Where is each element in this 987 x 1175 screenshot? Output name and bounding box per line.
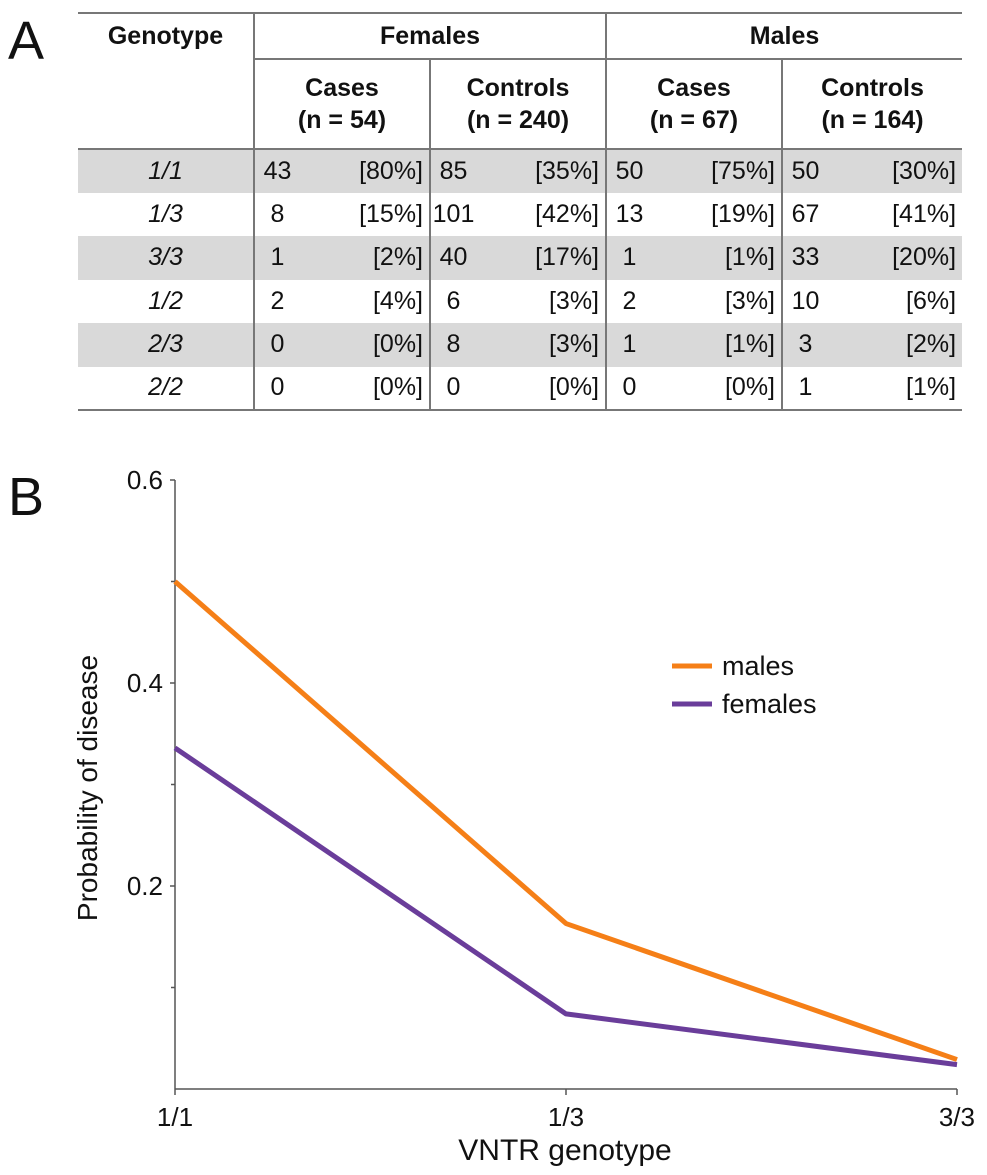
female-controls-label: Controls: [466, 74, 570, 102]
count-cell: 2: [253, 279, 300, 323]
percent-cell: [1%]: [828, 366, 963, 411]
percent-cell: [3%]: [476, 323, 606, 367]
percent-cell: [1%]: [652, 323, 782, 367]
table-row: 3/3 1 [2%] 40 [17%] 1 [1%] 33 [20%]: [78, 236, 963, 280]
female-cases-n: (n = 54): [297, 106, 387, 134]
percent-cell: [19%]: [711, 199, 775, 228]
count-cell: 1: [605, 236, 652, 280]
count-cell: 2: [605, 279, 652, 323]
females-group-header: Females: [253, 12, 606, 60]
percent-cell: [2%]: [300, 236, 430, 280]
genotype-cell: 1/3: [148, 199, 183, 228]
genotype-cell: 3/3: [78, 236, 254, 280]
male-controls-label: Controls: [821, 74, 924, 102]
females-legend-label: females: [722, 689, 817, 719]
percent-cell: [0%]: [300, 323, 430, 367]
males-series-line: [173, 579, 958, 1062]
count-cell: 50: [605, 148, 652, 193]
genotype-table: Genotype Females Males Cases (n = 54) Co…: [78, 12, 963, 411]
female-cases-header: Cases (n = 54): [253, 59, 430, 149]
table-row: 2/2 0 [0%] 0 [0%] 0 [0%] 1 [1%]: [78, 366, 963, 411]
percent-cell: [75%]: [652, 148, 782, 193]
males-legend-label: males: [722, 651, 794, 681]
genotype-cell: 2/3: [78, 323, 254, 367]
male-controls-header: Controls (n = 164): [780, 59, 963, 149]
percent-cell: [0%]: [300, 366, 430, 411]
count-cell: 13: [605, 192, 652, 236]
count-cell: 101: [429, 192, 476, 236]
male-cases-label: Cases: [657, 74, 731, 102]
probability-line-chart: 0.2 0.4 0.6 1/1 1/3 3/3 males females Probabi…: [72, 465, 975, 1167]
percent-cell: [80%]: [300, 148, 430, 193]
x-axis: 1/1 1/3 3/3: [157, 1088, 975, 1132]
count-cell: 0: [605, 366, 652, 411]
count-cell: 50: [781, 148, 828, 193]
count-cell: 1: [605, 323, 652, 367]
count-cell: 3: [781, 323, 828, 367]
count-cell: 8: [253, 192, 300, 236]
y-axis: 0.2 0.4 0.6: [127, 465, 176, 1089]
percent-cell: [35%]: [476, 148, 606, 193]
table-row: 2/3 0 [0%] 8 [3%] 1 [1%] 3 [2%]: [78, 323, 963, 367]
chart-legend: males females: [672, 651, 817, 719]
count-cell: 67: [781, 192, 828, 236]
percent-cell: [20%]: [828, 236, 963, 280]
percent-cell: [41%]: [892, 199, 957, 228]
count-cell: 8: [429, 323, 476, 367]
x-tick-label: 3/3: [939, 1102, 975, 1132]
percent-cell: [17%]: [476, 236, 606, 280]
percent-cell: [4%]: [372, 286, 423, 315]
genotype-cell: 1/2: [148, 286, 183, 315]
percent-cell: [0%]: [652, 366, 782, 411]
count-cell: 1: [253, 236, 300, 280]
count-cell: 1: [781, 366, 828, 411]
percent-cell: [0%]: [476, 366, 606, 411]
series-lines: [173, 579, 958, 1068]
count-cell: 85: [429, 148, 476, 193]
percent-cell: [15%]: [359, 199, 423, 228]
female-cases-label: Cases: [305, 74, 379, 102]
x-axis-label: VNTR genotype: [458, 1134, 671, 1167]
percent-cell: [6%]: [906, 286, 957, 315]
male-cases-header: Cases (n = 67): [605, 59, 782, 149]
percent-cell: [3%]: [724, 286, 775, 315]
male-cases-n: (n = 67): [649, 106, 739, 134]
males-group-header: Males: [604, 12, 963, 60]
percent-cell: [1%]: [652, 236, 782, 280]
count-cell: 6: [429, 279, 476, 323]
count-cell: 33: [781, 236, 828, 280]
x-tick-label: 1/3: [548, 1102, 584, 1132]
count-cell: 40: [429, 236, 476, 280]
panel-a-label: A: [8, 11, 45, 71]
panel-b-label: B: [8, 467, 45, 527]
y-axis-label: Probability of disease: [72, 655, 103, 921]
y-tick-label: 0.2: [127, 871, 163, 901]
male-controls-n: (n = 164): [821, 106, 924, 134]
count-cell: 0: [429, 366, 476, 411]
table-row: 1/1 43 [80%] 85 [35%] 50 [75%] 50 [30%]: [78, 148, 963, 193]
females-series-line: [173, 745, 958, 1068]
count-cell: 10: [781, 279, 828, 323]
count-cell: 0: [253, 366, 300, 411]
percent-cell: [30%]: [828, 148, 963, 193]
percent-cell: [3%]: [548, 286, 599, 315]
x-tick-label: 1/1: [157, 1102, 193, 1132]
count-cell: 43: [253, 148, 300, 193]
table-row: 1/3 8 [15%] 101 [42%] 13 [19%] 67 [41%]: [78, 192, 962, 236]
y-tick-label: 0.4: [127, 668, 163, 698]
female-controls-n: (n = 240): [466, 106, 570, 134]
count-cell: 0: [253, 323, 300, 367]
genotype-cell: 1/1: [78, 148, 254, 193]
percent-cell: [42%]: [535, 199, 599, 228]
percent-cell: [2%]: [828, 323, 963, 367]
female-controls-header: Controls (n = 240): [429, 59, 606, 149]
genotype-cell: 2/2: [78, 366, 254, 411]
table-row: 1/2 2 [4%] 6 [3%] 2 [3%] 10 [6%]: [78, 279, 962, 323]
y-tick-label: 0.6: [127, 465, 163, 495]
genotype-header: Genotype: [78, 12, 254, 59]
